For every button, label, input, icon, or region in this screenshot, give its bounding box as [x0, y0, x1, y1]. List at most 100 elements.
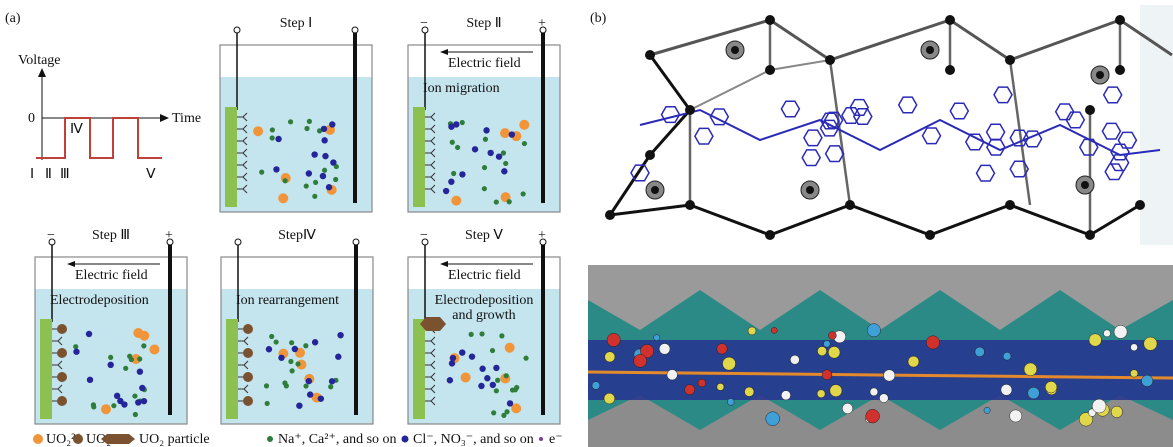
guest-core	[651, 186, 659, 194]
atom	[1092, 399, 1106, 413]
phenyl-ring	[695, 128, 713, 144]
ion	[482, 165, 487, 170]
legend-swatch	[73, 434, 83, 444]
step-panel: Step Ⅴ−+Electric fieldElectrodepositiona…	[408, 228, 560, 424]
ion	[504, 373, 509, 378]
atom	[771, 327, 777, 333]
atom	[667, 370, 677, 380]
terminal	[352, 27, 358, 33]
phenyl-ring	[781, 101, 799, 117]
ion	[504, 409, 509, 414]
node	[765, 65, 775, 75]
ion	[137, 368, 143, 374]
phenyl-ring	[1104, 87, 1122, 103]
ion	[311, 151, 317, 157]
phase-label: Ⅲ	[60, 167, 70, 182]
atom	[659, 344, 670, 355]
ion	[459, 171, 465, 177]
step-title: StepⅣ	[278, 228, 316, 243]
ion	[495, 378, 500, 383]
atom	[1045, 381, 1057, 393]
step-title: Step Ⅴ	[465, 228, 503, 243]
ion	[306, 170, 312, 176]
phenyl-ring	[1102, 123, 1120, 139]
ion	[321, 126, 327, 132]
atom	[926, 336, 939, 349]
ion	[500, 128, 510, 138]
ion	[133, 412, 138, 417]
ion	[490, 382, 496, 388]
ion	[321, 137, 327, 143]
guest-core	[1096, 71, 1104, 79]
node	[685, 105, 695, 115]
ion	[453, 121, 459, 127]
atom	[727, 398, 734, 405]
ion	[292, 346, 298, 352]
atom	[1131, 344, 1138, 351]
atom	[975, 347, 985, 357]
ion	[482, 186, 487, 191]
ion	[320, 173, 326, 179]
atom	[828, 346, 840, 358]
phenyl-ring	[923, 128, 941, 144]
ion	[472, 146, 478, 152]
atom	[867, 324, 880, 337]
field-label: Electric field	[448, 268, 521, 283]
legend-swatch	[101, 434, 135, 444]
ion	[270, 127, 275, 132]
polarity: +	[538, 228, 546, 243]
ion	[460, 120, 465, 125]
phenyl-ring	[804, 130, 822, 146]
ion	[289, 368, 294, 373]
ion	[490, 348, 495, 353]
ion	[329, 121, 335, 127]
phase-label: Ⅳ	[70, 122, 83, 137]
ion	[135, 399, 141, 405]
phenyl-ring	[977, 165, 995, 181]
ion	[459, 349, 465, 355]
atom	[1010, 410, 1022, 422]
atom	[817, 347, 826, 356]
uo2-deposit	[57, 372, 67, 382]
atom	[654, 335, 660, 341]
ion	[483, 137, 488, 142]
ion	[522, 141, 527, 146]
phenyl-ring	[802, 150, 820, 166]
ion	[73, 349, 79, 355]
ion	[139, 385, 145, 391]
ion	[129, 357, 134, 362]
ion	[313, 180, 318, 185]
axis-label: Time	[172, 111, 201, 126]
ion	[303, 343, 308, 348]
uo2-deposit	[57, 324, 67, 334]
ion	[484, 375, 490, 381]
field-arrowhead	[440, 49, 448, 55]
axis-label: 0	[28, 111, 35, 126]
water	[408, 77, 560, 212]
phenyl-ring	[1105, 164, 1123, 180]
atom	[790, 355, 799, 364]
ion	[123, 366, 128, 371]
panel-label: (a)	[5, 11, 21, 26]
polarity: +	[538, 16, 546, 31]
step-panel: Step Ⅲ−+Electric fieldElectrodeposition	[35, 228, 187, 424]
atom	[607, 333, 620, 346]
ion	[266, 346, 272, 352]
field-arrowhead	[440, 261, 448, 267]
atom	[717, 383, 724, 390]
legend-label: UO₂ particle	[139, 432, 210, 447]
ion	[326, 184, 332, 190]
uo2-deposit	[243, 396, 253, 406]
atom	[984, 407, 990, 413]
ion	[447, 377, 453, 383]
water	[220, 77, 372, 212]
ion	[318, 395, 324, 401]
node	[1005, 200, 1015, 210]
ion	[329, 378, 335, 384]
ion	[507, 400, 513, 406]
node	[925, 230, 935, 240]
ion	[107, 362, 113, 368]
atom	[722, 357, 735, 370]
ion	[494, 199, 499, 204]
ion	[337, 332, 343, 338]
